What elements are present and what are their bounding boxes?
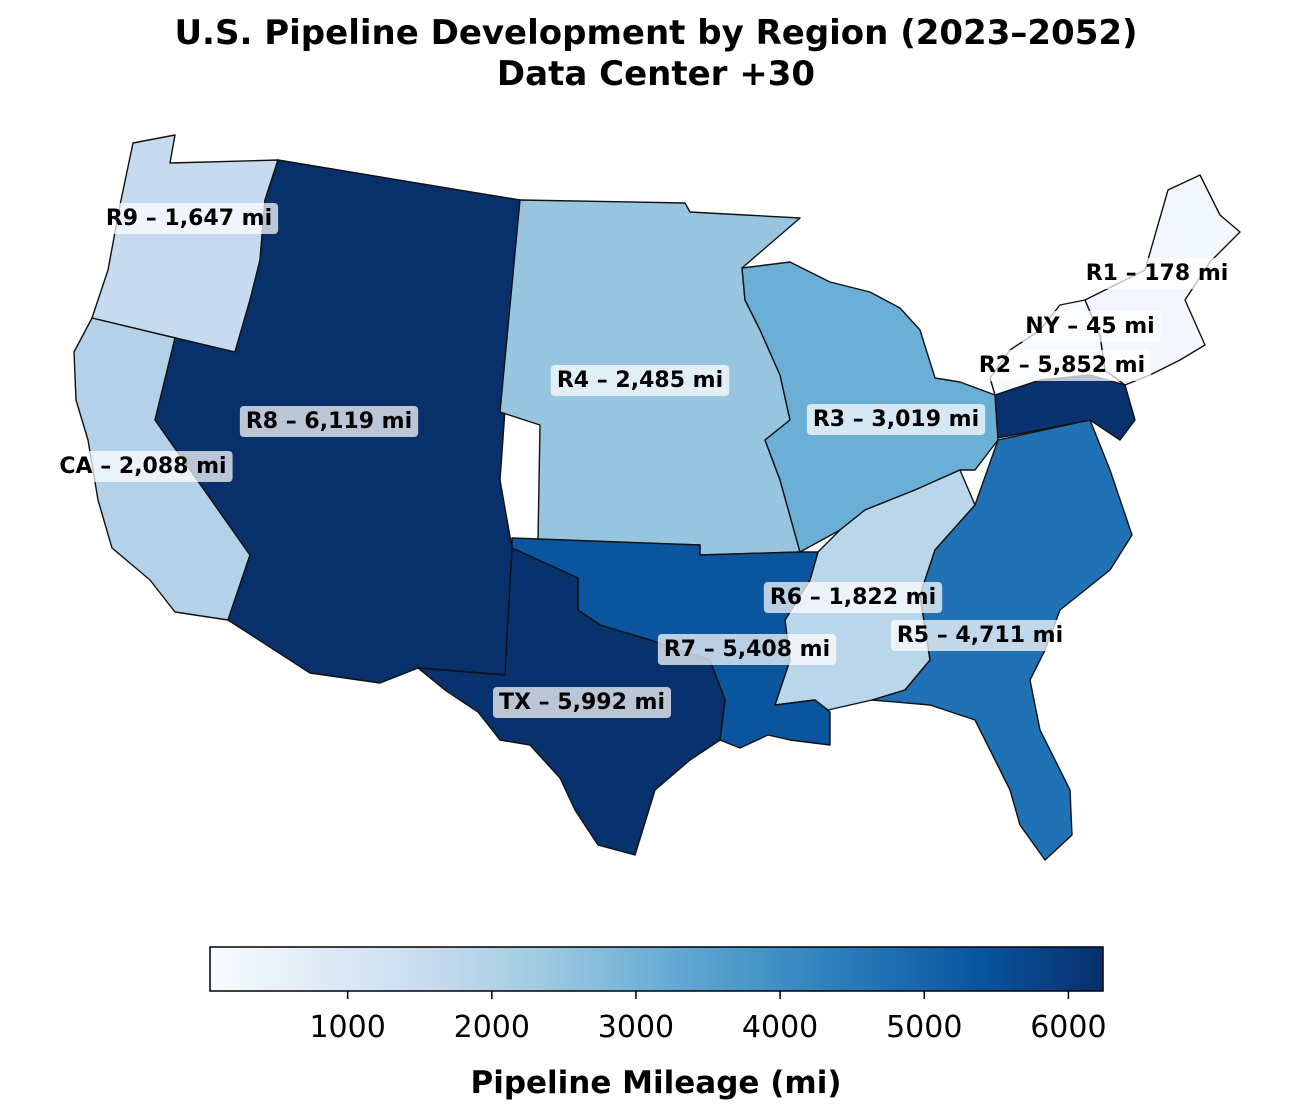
map-title: U.S. Pipeline Development by Region (202… bbox=[174, 13, 1137, 53]
region-label-r3: R3 – 3,019 mi bbox=[806, 404, 986, 435]
region-label-r7: R7 – 5,408 mi bbox=[657, 634, 837, 665]
region-layer bbox=[73, 134, 1241, 861]
colorbar-label: Pipeline Mileage (mi) bbox=[470, 1065, 841, 1101]
region-label-box bbox=[972, 350, 1152, 381]
colorbar-ticks: 1000 2000 3000 4000 5000 6000 bbox=[309, 991, 1107, 1045]
region-label-box bbox=[550, 365, 730, 396]
region-label-r5: R5 – 4,711 mi bbox=[890, 620, 1070, 651]
region-label-box bbox=[99, 203, 279, 234]
map-subtitle: Data Center +30 bbox=[497, 54, 815, 94]
region-label-text: TX – 5,992 mi bbox=[499, 690, 665, 715]
region-label-box bbox=[239, 406, 419, 437]
region-label-text: R4 – 2,485 mi bbox=[557, 368, 723, 393]
region-label-text: R2 – 5,852 mi bbox=[979, 353, 1145, 378]
region-label-text: NY – 45 mi bbox=[1025, 314, 1154, 339]
region-label-box bbox=[763, 582, 943, 613]
colorbar-tick-label: 1000 bbox=[309, 1010, 385, 1045]
region-label-tx: TX – 5,992 mi bbox=[493, 687, 671, 718]
region-label-text: R8 – 6,119 mi bbox=[246, 409, 412, 434]
colorbar-tick-label: 3000 bbox=[598, 1010, 674, 1045]
colorbar-gradient bbox=[209, 946, 1104, 992]
region-label-r8: R8 – 6,119 mi bbox=[239, 406, 419, 437]
colorbar-tick-label: 5000 bbox=[886, 1010, 962, 1045]
region-label-box bbox=[1079, 258, 1235, 289]
region-label-text: R6 – 1,822 mi bbox=[770, 585, 936, 610]
region-label-box bbox=[890, 620, 1070, 651]
colorbar-tick-label: 4000 bbox=[742, 1010, 818, 1045]
region-label-box bbox=[657, 634, 837, 665]
region-label-text: R7 – 5,408 mi bbox=[664, 637, 830, 662]
colorbar-tick-label: 6000 bbox=[1030, 1010, 1106, 1045]
region-label-r4: R4 – 2,485 mi bbox=[550, 365, 730, 396]
colorbar-tick-label: 2000 bbox=[454, 1010, 530, 1045]
region-label-r1: R1 – 178 mi bbox=[1079, 258, 1235, 289]
region-label-ca: CA – 2,088 mi bbox=[53, 451, 233, 482]
region-label-r2: R2 – 5,852 mi bbox=[972, 350, 1152, 381]
region-label-text: R3 – 3,019 mi bbox=[813, 407, 979, 432]
region-label-text: CA – 2,088 mi bbox=[59, 454, 226, 479]
label-layer: R1 – 178 mi NY – 45 mi R2 – 5,852 mi R3 – 3… bbox=[53, 203, 1235, 718]
region-label-text: R9 – 1,647 mi bbox=[106, 206, 272, 231]
region-label-ny: NY – 45 mi bbox=[1019, 311, 1161, 342]
region-label-text: R1 – 178 mi bbox=[1086, 261, 1229, 286]
region-label-box bbox=[1019, 311, 1161, 342]
colorbar: 1000 2000 3000 4000 5000 6000 Pipeline Mileag… bbox=[209, 946, 1107, 1101]
region-label-r6: R6 – 1,822 mi bbox=[763, 582, 943, 613]
region-label-text: R5 – 4,711 mi bbox=[897, 623, 1063, 648]
region-label-box bbox=[53, 451, 233, 482]
region-label-box bbox=[806, 404, 986, 435]
region-label-box bbox=[493, 687, 671, 718]
region-label-r9: R9 – 1,647 mi bbox=[99, 203, 279, 234]
